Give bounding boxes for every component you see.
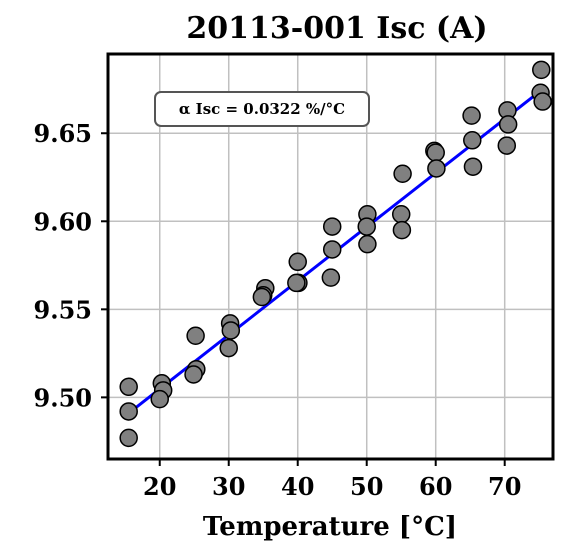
y-tick-label: 9.50 [34,383,92,412]
data-point [498,115,518,134]
data-point [391,204,411,224]
data-point [392,220,412,240]
data-point [287,273,306,293]
data-point [321,268,341,287]
data-point [322,240,342,259]
x-tick-label: 40 [281,472,314,501]
x-tick-label: 50 [350,472,383,501]
data-point [288,252,307,272]
annotation-frame [154,91,370,127]
x-tick-label: 30 [212,472,245,501]
x-axis-label: Temperature [°C] [203,512,457,542]
data-points [119,60,552,448]
data-point [532,60,551,80]
data-point [150,389,169,409]
data-point [119,428,138,448]
x-tick-label: 20 [143,472,176,501]
data-point [357,217,376,236]
chart-title: 20113-001 Isc (A) [186,11,487,46]
data-point [186,326,205,345]
data-point [463,131,482,150]
x-tick-label: 60 [419,472,452,501]
y-tick-label: 9.55 [34,295,92,324]
data-point [119,402,138,421]
data-point [393,164,412,183]
data-point [184,365,203,384]
annotation-box: α Isc = 0.0322 %/°C [154,91,370,127]
y-axis-ticks: 9.50 9.55 9.60 9.65 [34,119,108,412]
data-point [533,92,552,111]
data-point [463,157,483,176]
x-tick-label: 70 [488,472,521,501]
data-point [219,338,238,358]
data-point [426,143,445,162]
data-point [119,377,138,397]
y-tick-label: 9.65 [34,119,92,148]
data-point [322,217,342,236]
x-axis-ticks: 20 30 40 50 60 70 [143,459,521,501]
annotation-text: α Isc = 0.0322 %/°C [179,100,345,118]
data-point [221,321,241,340]
data-point [358,234,377,254]
data-point [497,136,517,155]
data-point [252,287,272,307]
data-point [462,106,481,125]
y-tick-label: 9.60 [34,207,92,236]
data-point [427,159,446,178]
plot-frame [106,52,555,461]
